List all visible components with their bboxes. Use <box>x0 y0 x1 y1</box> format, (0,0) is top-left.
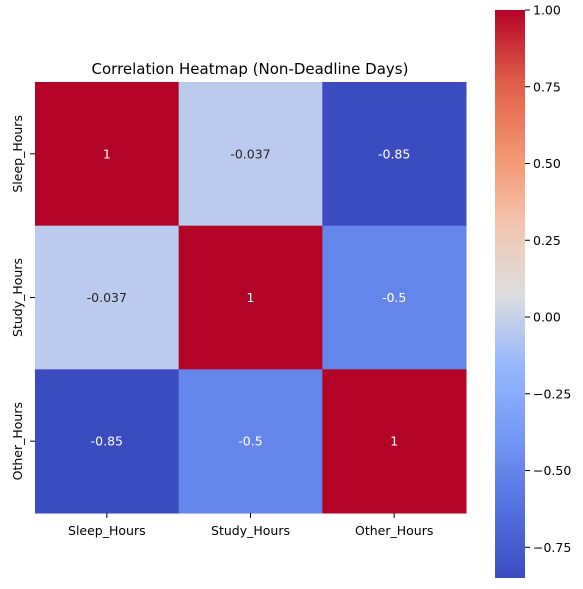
colorbar-tick-label: 0.00 <box>533 310 561 325</box>
heatmap-cell <box>322 82 467 227</box>
chart-title: Correlation Heatmap (Non-Deadline Days) <box>92 60 409 78</box>
y-axis: Sleep_Hours Study_Hours Other_Hours <box>10 115 35 480</box>
heatmap-cell <box>35 225 180 370</box>
x-tick-label: Sleep_Hours <box>68 523 146 538</box>
colorbar-tick-label: 0.25 <box>533 233 561 248</box>
heatmap-cells <box>35 82 467 514</box>
cell-value-label: 1 <box>247 290 255 305</box>
heatmap-cell <box>35 369 180 514</box>
colorbar: 1.00 0.75 0.50 0.25 0.00 −0.25 −0.50 −0.75 <box>495 3 571 578</box>
cell-value-label: -0.5 <box>382 290 406 305</box>
y-tick-label: Sleep_Hours <box>10 115 25 193</box>
heatmap-cell <box>35 82 180 227</box>
colorbar-tick-label: 0.50 <box>533 156 561 171</box>
cell-value-label: -0.85 <box>91 434 123 449</box>
cell-value-label: -0.037 <box>230 146 270 161</box>
y-tick-label: Study_Hours <box>10 258 25 337</box>
colorbar-tick-label: −0.25 <box>533 386 571 401</box>
heatmap-cell <box>322 369 467 514</box>
heatmap-cell-labels: 1 -0.037 -0.85 -0.037 1 -0.5 -0.85 -0.5 1 <box>87 146 411 448</box>
x-tick-label: Study_Hours <box>211 523 290 538</box>
colorbar-tick-label: 0.75 <box>533 79 561 94</box>
heatmap-cell <box>178 225 323 370</box>
colorbar-tick-label: −0.50 <box>533 463 571 478</box>
cell-value-label: -0.85 <box>378 146 410 161</box>
x-tick-label: Other_Hours <box>355 523 433 538</box>
cell-value-label: -0.037 <box>87 290 127 305</box>
y-tick-label: Other_Hours <box>10 402 25 480</box>
heatmap-cell <box>178 369 323 514</box>
heatmap-cell <box>178 82 323 227</box>
colorbar-gradient <box>495 10 525 578</box>
colorbar-tick-label: 1.00 <box>533 3 561 18</box>
colorbar-tick-label: −0.75 <box>533 540 571 555</box>
cell-value-label: 1 <box>390 434 398 449</box>
heatmap-cell <box>322 225 467 370</box>
x-axis: Sleep_Hours Study_Hours Other_Hours <box>68 513 433 538</box>
cell-value-label: 1 <box>103 146 111 161</box>
cell-value-label: -0.5 <box>238 434 262 449</box>
